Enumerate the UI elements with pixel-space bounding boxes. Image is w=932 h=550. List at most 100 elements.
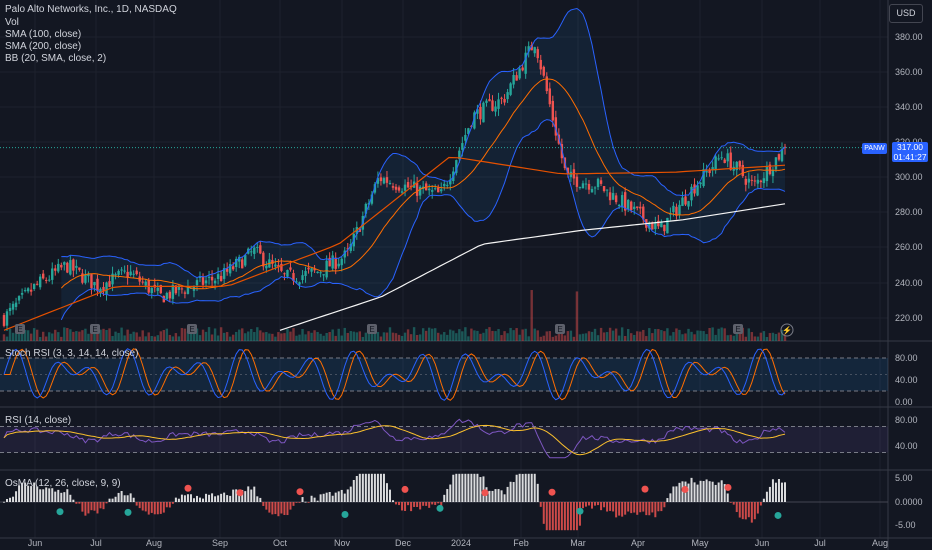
rsi-axis-label: 40.00 (895, 441, 918, 451)
candle-body (403, 184, 407, 191)
osma-bar (292, 502, 295, 506)
osma-bar (283, 502, 286, 515)
candle-body (186, 286, 190, 294)
volume-bar (216, 335, 220, 341)
candle-body (195, 280, 199, 286)
osma-bar (702, 481, 705, 502)
osma-bar (762, 498, 765, 502)
candle-body (476, 109, 479, 114)
volume-bar (45, 336, 48, 341)
volume-bar (23, 329, 27, 341)
osma-bar (168, 502, 171, 508)
candle-body (241, 259, 244, 269)
earnings-marker-glyph: E (189, 325, 194, 334)
legend-vol[interactable]: Vol (5, 17, 19, 28)
volume-bar (476, 330, 479, 341)
candle-body (370, 194, 374, 204)
osma-bar (108, 498, 111, 502)
legend-osma[interactable]: OsMA (12, 26, close, 9, 9) (5, 478, 121, 489)
osma-bar (509, 481, 512, 502)
osma-bar (591, 502, 594, 509)
volume-bar (403, 332, 407, 341)
legend-sma200[interactable]: SMA (200, close) (5, 41, 82, 52)
symbol-title[interactable]: Palo Alto Networks, Inc., 1D, NASDAQ (5, 4, 177, 15)
volume-bar (473, 330, 476, 341)
osma-bar (572, 502, 575, 531)
volume-bar (699, 330, 702, 341)
volume-bar (38, 336, 42, 341)
osma-bar (289, 502, 292, 510)
osma-bar (192, 498, 195, 502)
candle-body (467, 128, 470, 135)
candle-body (660, 222, 663, 228)
osma-bar (256, 496, 259, 502)
osma-bar (391, 500, 394, 502)
candle-body (222, 268, 226, 279)
osma-bar (413, 502, 416, 507)
osma-bar (205, 493, 208, 502)
legend-bb[interactable]: BB (20, SMA, close, 2) (5, 53, 107, 64)
candle-body (183, 292, 187, 294)
candle-body (301, 275, 304, 281)
candle-body (244, 255, 247, 266)
volume-bar (693, 334, 696, 341)
candle-body (177, 285, 181, 290)
candle-body (60, 264, 63, 268)
osma-bar (235, 489, 238, 502)
legend-sma100[interactable]: SMA (100, close) (5, 29, 82, 40)
osma-bar (93, 502, 96, 511)
volume-bar (599, 327, 603, 341)
candle-body (57, 263, 60, 272)
legend-rsi[interactable]: RSI (14, close) (5, 415, 72, 426)
candle-body (482, 102, 485, 123)
time-axis-label: Dec (395, 538, 412, 548)
volume-bar (614, 328, 618, 341)
osma-bar (597, 502, 600, 506)
volume-bar (114, 331, 117, 341)
volume-bar (605, 332, 609, 341)
candle-body (105, 282, 108, 295)
candle-body (726, 153, 729, 162)
osma-bar (416, 502, 419, 507)
currency-button[interactable]: USD (889, 4, 923, 23)
osma-bar (678, 482, 681, 502)
time-axis-label: 2024 (451, 538, 471, 548)
osma-bar (594, 502, 597, 506)
legend-stoch-rsi[interactable]: Stoch RSI (3, 3, 14, 14, close) (5, 348, 139, 359)
candle-body (515, 75, 518, 81)
candle-body (42, 273, 45, 279)
candle-body (774, 157, 778, 170)
candle-body (771, 170, 775, 177)
osma-bar (756, 502, 759, 514)
osma-signal-dot (56, 508, 64, 516)
candle-body (669, 213, 672, 215)
candle-body (204, 280, 208, 284)
volume-bar (262, 332, 265, 341)
volume-bar (633, 334, 636, 341)
volume-bar (310, 332, 313, 341)
osma-bar (313, 497, 316, 502)
candle-body (14, 302, 18, 307)
candle-body (702, 169, 705, 187)
volume-bar (461, 331, 464, 341)
osma-bar (214, 496, 217, 502)
osma-bar (244, 491, 247, 502)
candle-body (545, 76, 548, 92)
volume-bar (759, 332, 763, 341)
candle-body (587, 183, 591, 190)
osma-bar (675, 486, 678, 502)
volume-bar (105, 329, 108, 341)
osma-bar (280, 502, 283, 514)
candle-body (262, 252, 265, 267)
osma-bar (45, 487, 48, 502)
osma-bar (398, 502, 401, 506)
volume-bar (675, 328, 678, 341)
osma-bar (111, 498, 114, 502)
osma-bar (253, 486, 256, 502)
candle-body (539, 59, 542, 70)
candle-body (530, 44, 533, 51)
osma-bar (310, 495, 313, 502)
volume-bar (714, 334, 717, 341)
volume-bar (500, 335, 503, 341)
